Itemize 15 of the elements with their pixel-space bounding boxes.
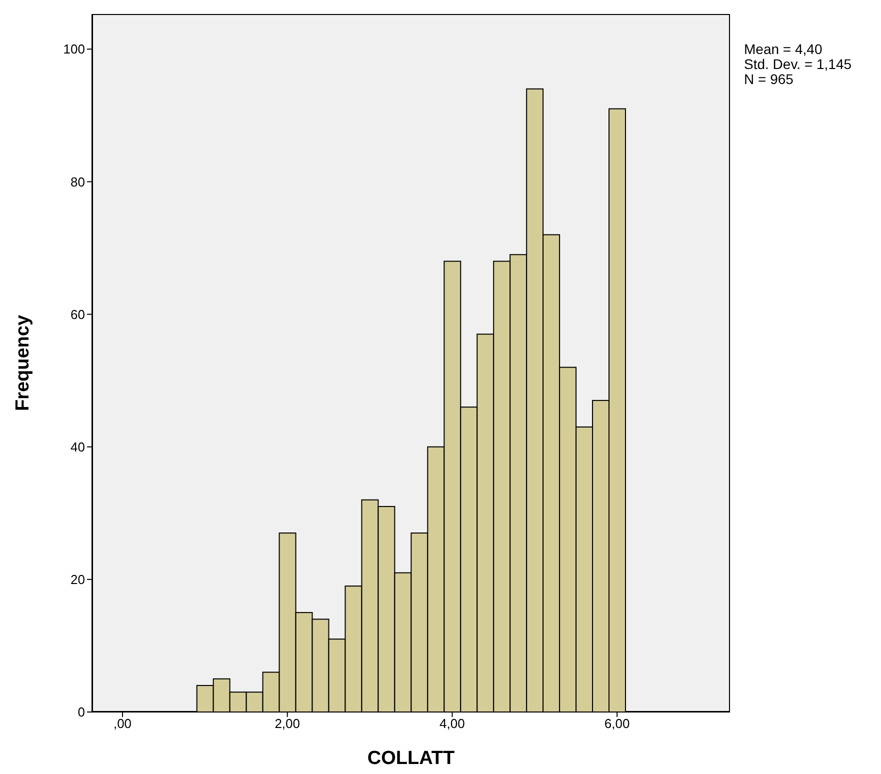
- y-tick-label: 20: [70, 572, 85, 588]
- y-tick-label: 60: [70, 306, 85, 322]
- x-tick-label: 6,00: [604, 716, 630, 732]
- y-tick-label: 100: [63, 42, 85, 57]
- x-tick-label: 4,00: [440, 716, 465, 732]
- x-tick-label: ,00: [113, 716, 132, 732]
- x-tick-label: 2,00: [274, 716, 300, 732]
- text: Std. Dev. = 1,145: [744, 56, 852, 72]
- y-tick-label: 80: [70, 174, 85, 190]
- text: N = 965: [744, 71, 794, 87]
- y-tick-label: 40: [70, 439, 85, 454]
- y-tick-label: 0: [78, 704, 85, 720]
- text: Mean = 4,40: [744, 41, 824, 57]
- y-axis-title: Frequency: [12, 314, 34, 412]
- x-axis-title: COLLATT: [367, 748, 456, 769]
